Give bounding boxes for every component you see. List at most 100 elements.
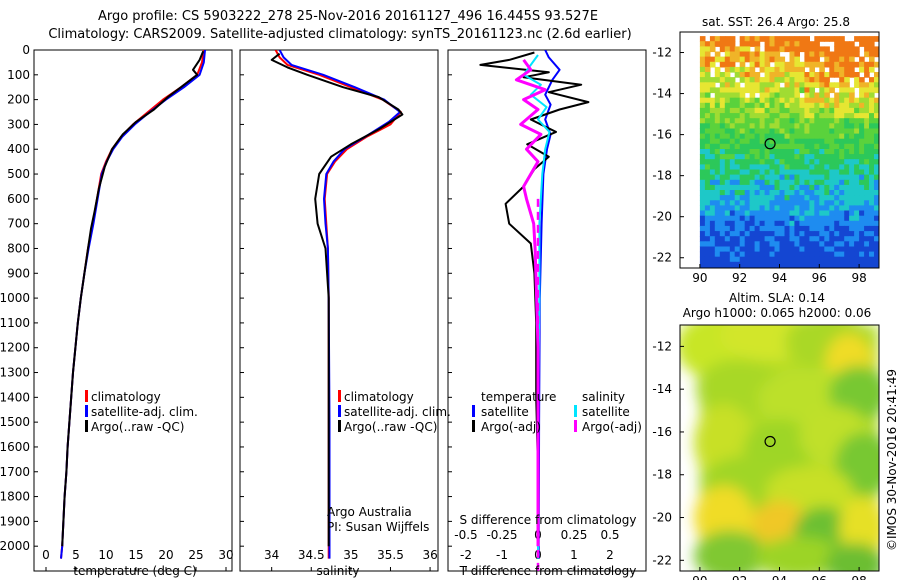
map-y-tick-label: -14 [652,382,672,396]
sst-cell [759,123,766,129]
sst-cell [719,246,726,253]
sst-cell [764,256,771,263]
sst-cell [854,61,860,68]
x-tick-label: -0.5 [454,528,477,542]
sst-cell [839,184,845,191]
sst-cell [729,195,736,201]
sst-cell [724,113,731,119]
sst-cell [869,36,875,42]
sst-cell [739,236,746,242]
sst-cell [814,195,820,201]
sst-cell [809,66,815,73]
sst-cell [814,220,820,227]
sst-cell [754,51,761,58]
sst-cell [859,205,865,212]
sst-cell [874,102,879,109]
sst-cell [869,200,875,206]
sst-cell [704,200,711,206]
sst-cell [849,102,855,109]
sst-cell [739,66,746,73]
sst-cell [744,123,751,129]
sst-cell [874,190,879,196]
sst-cell [704,251,711,258]
sst-cell [779,133,786,140]
sst-cell [729,107,736,114]
sst-cell [849,138,855,145]
sst-cell [834,184,840,191]
sst-cell [754,128,761,135]
sst-cell [714,113,721,119]
sst-cell [794,102,800,109]
sst-cell [729,143,736,150]
sst-cell [709,190,716,196]
sst-cell [844,225,850,232]
sst-cell [729,92,736,99]
sst-cell [834,46,840,53]
sst-cell [719,251,726,258]
sst-cell [869,51,875,58]
sst-cell [804,241,810,247]
sst-cell [709,241,716,247]
sst-cell [759,159,766,165]
sst-cell [829,195,835,201]
sst-cell [819,72,825,78]
sst-cell [799,220,805,227]
sst-cell [839,164,845,171]
sst-cell [814,205,820,212]
sst-cell [814,56,820,63]
sst-cell [719,36,726,42]
sst-cell [829,231,835,237]
legend-label-climatology: climatology [344,390,414,404]
sst-cell [734,241,741,247]
sst-cell [814,251,820,258]
sst-cell [789,231,796,237]
sst-cell [714,215,721,222]
sst-cell [769,184,776,191]
sst-cell [729,46,736,53]
sst-cell [744,128,751,135]
sst-cell [819,159,825,165]
sst-cell [829,118,835,124]
depth-tick-label: 300 [7,117,30,131]
sst-cell [709,251,716,258]
sst-cell [829,97,835,104]
sst-cell [804,164,810,171]
sst-cell [814,179,820,186]
sst-cell [709,113,716,119]
sst-cell [794,113,800,119]
sst-cell [719,41,726,47]
sst-cell [709,220,716,227]
sst-cell [774,41,781,47]
sst-cell [804,113,810,119]
sst-cell [724,225,731,232]
sst-cell [724,154,731,160]
sst-cell [714,92,721,99]
sst-cell [769,241,776,247]
sst-cell [804,87,810,94]
sst-cell [704,169,711,176]
sst-cell [839,154,845,160]
sst-cell [799,61,805,68]
sst-cell [704,184,711,191]
sst-cell [819,190,825,196]
sst-cell [829,149,835,155]
sst-cell [839,128,845,135]
sst-cell [859,66,865,73]
sst-cell [734,159,741,165]
sst-cell [874,138,879,145]
sla-blob [693,530,766,571]
sst-cell [809,51,815,58]
x-tick-label: -1 [496,548,508,562]
sst-cell [769,77,776,83]
sst-cell [859,113,865,119]
sst-cell [754,82,761,88]
sst-cell [854,220,860,227]
sst-cell [824,225,830,232]
sst-cell [744,231,751,237]
sst-cell [734,200,741,206]
sst-cell [819,118,825,124]
sst-cell [699,143,706,150]
sst-cell [749,241,756,247]
sst-cell [789,164,796,171]
sst-cell [829,66,835,73]
